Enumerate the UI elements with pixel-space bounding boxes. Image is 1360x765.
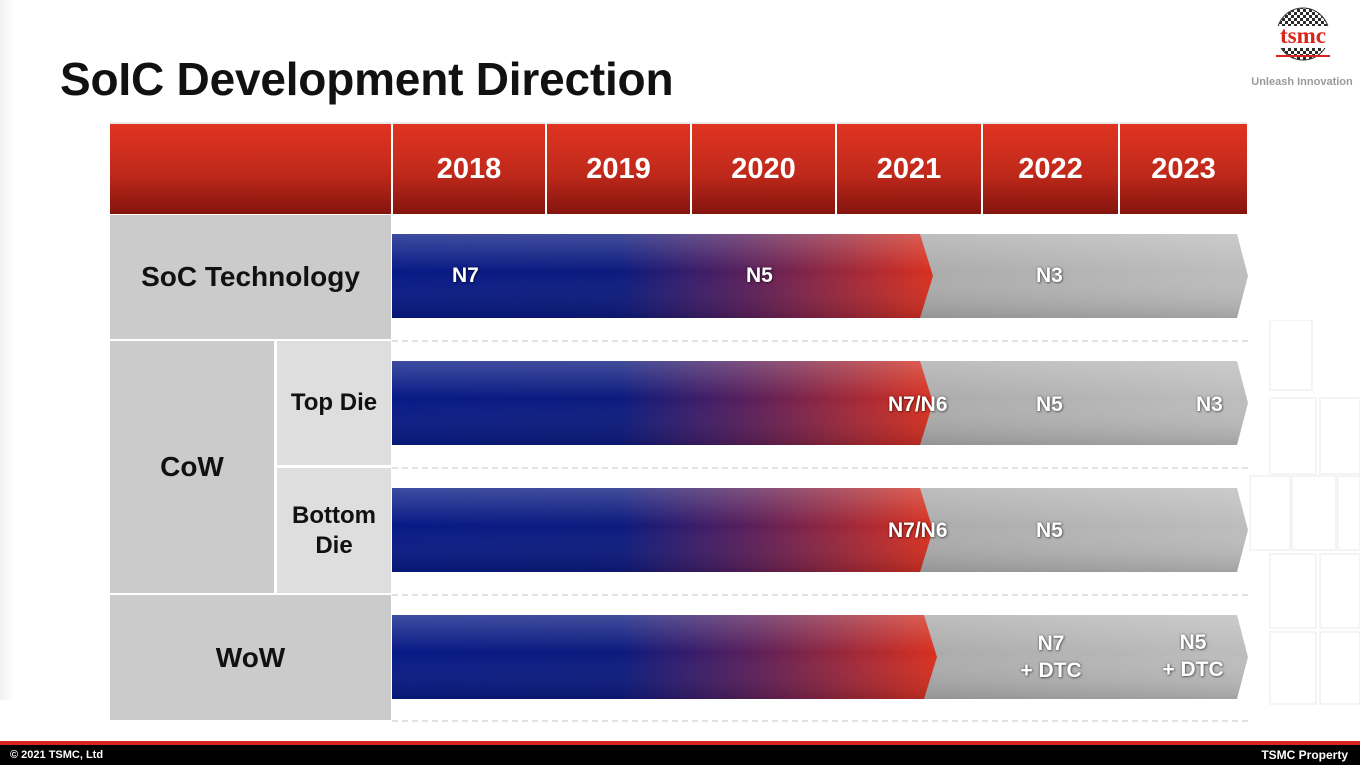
footer-property: TSMC Property	[1261, 748, 1348, 762]
year-header-2019: 2019	[547, 122, 690, 214]
bottom-die-node-n7-n6: N7/N6	[888, 519, 948, 542]
row-label-cow: CoW	[110, 341, 274, 593]
bottom-die-roadmap-bar: N7/N6 N5	[392, 488, 1248, 572]
row-label-top-die: Top Die	[277, 341, 391, 465]
wow-roadmap-bar: N7 + DTC N5 + DTC	[392, 615, 1248, 699]
year-header-2022: 2022	[983, 122, 1118, 214]
top-die-node-n3: N3	[1196, 393, 1223, 416]
year-header-2020: 2020	[692, 122, 835, 214]
row-label-bottom-die: Bottom Die	[277, 468, 391, 593]
soc-node-n5: N5	[746, 264, 773, 287]
row-separator	[392, 467, 1248, 469]
row-separator	[392, 720, 1248, 722]
top-die-node-n5: N5	[1036, 393, 1063, 416]
footer-bar: © 2021 TSMC, Ltd TSMC Property	[0, 741, 1360, 765]
wow-n7-line2: + DTC	[1020, 659, 1082, 682]
top-die-node-n7-n6: N7/N6	[888, 393, 948, 416]
tsmc-logo: tsmc Unleash Innovation	[1246, 6, 1358, 88]
row-label-soc-technology: SoC Technology	[110, 215, 391, 339]
soc-node-n7: N7	[452, 264, 479, 287]
top-die-roadmap-bar: N7/N6 N5 N3	[392, 361, 1248, 445]
bottom-die-node-n5: N5	[1036, 519, 1063, 542]
tsmc-logo-mark: tsmc	[1274, 7, 1332, 61]
wow-node-n5-dtc: N5 + DTC	[1158, 629, 1228, 683]
soc-technology-roadmap-bar: N7 N5 N3	[392, 234, 1248, 318]
slide-edge-shadow	[0, 0, 14, 700]
header-corner-cell	[110, 122, 391, 214]
wow-n7-line1: N7	[1037, 632, 1065, 655]
bottom-die-label-line1: Bottom	[292, 501, 376, 529]
soc-node-n3: N3	[1036, 264, 1063, 287]
year-header-2018: 2018	[393, 122, 545, 214]
wow-node-n7-dtc: N7 + DTC	[1016, 630, 1086, 684]
svg-text:tsmc: tsmc	[1280, 23, 1326, 48]
row-separator	[392, 340, 1248, 342]
footer-accent-line	[0, 741, 1360, 745]
year-header-2021: 2021	[837, 122, 981, 214]
footer-copyright: © 2021 TSMC, Ltd	[10, 749, 104, 761]
background-grid-decoration	[1249, 320, 1360, 705]
year-header-2023: 2023	[1120, 122, 1247, 214]
wow-n5-line2: + DTC	[1162, 658, 1224, 681]
wow-n5-line1: N5	[1179, 631, 1207, 654]
slide-title: SoIC Development Direction	[60, 53, 674, 105]
row-separator	[392, 594, 1248, 596]
row-label-wow: WoW	[110, 595, 391, 720]
logo-tagline: Unleash Innovation	[1251, 76, 1353, 88]
bottom-die-label-line2: Die	[315, 531, 353, 559]
